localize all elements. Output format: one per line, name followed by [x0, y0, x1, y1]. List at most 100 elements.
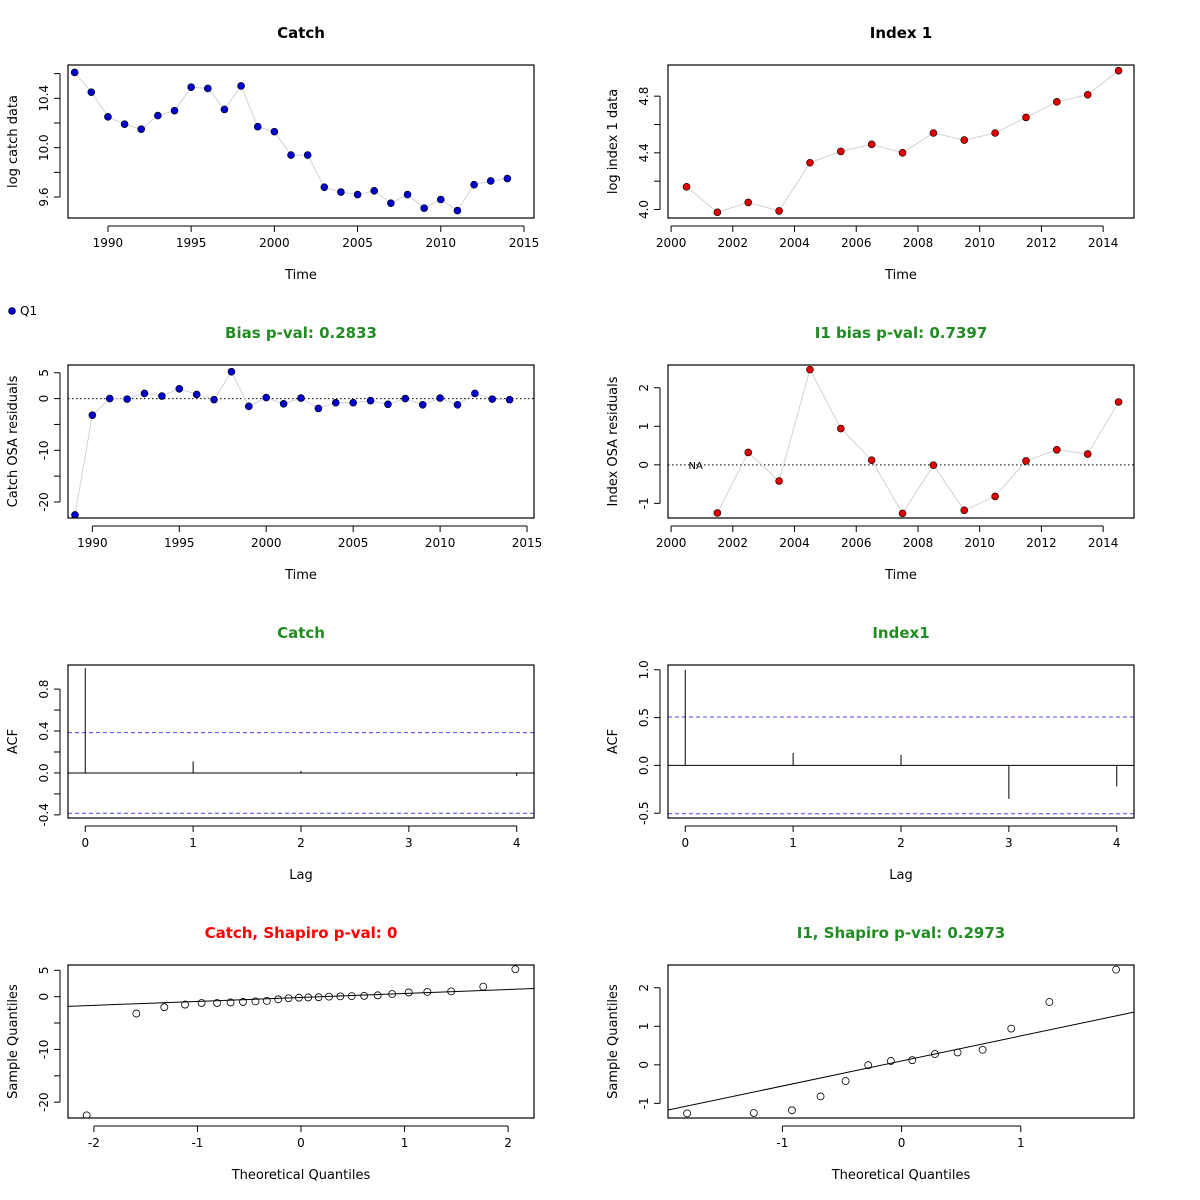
chart-catch-qq-y-tick-label: 0: [37, 993, 51, 1001]
chart-index-osa-point: [1053, 445, 1061, 454]
chart-index-acf-y-tick-label: 0.5: [637, 708, 651, 727]
chart-catch-osa-point: [505, 395, 514, 404]
chart-index-qq-qq-point: [908, 1056, 917, 1065]
chart-catch-osa-point: [366, 396, 375, 405]
chart-catch-log-x-tick-label: 2000: [259, 236, 290, 250]
chart-catch-osa-point: [471, 389, 479, 398]
chart-catch-osa-point: [227, 367, 236, 376]
chart-catch-qq-y-tick-label: -20: [37, 1092, 51, 1112]
chart-catch-log-y-label: log catch data: [6, 95, 21, 188]
chart-index-qq-x-tick-label: 1: [1017, 1136, 1025, 1150]
chart-index-osa-point: [775, 477, 783, 485]
chart-index-acf-plot-area: [668, 669, 1134, 815]
chart-catch-qq-x-tick-label: -1: [191, 1136, 203, 1150]
chart-catch-osa-point: [279, 399, 288, 408]
chart-catch-osa-connector-line: [74, 370, 510, 515]
chart-index-osa-x-tick-label: 2014: [1088, 536, 1119, 550]
chart-catch-acf-x-tick-label: 2: [297, 836, 305, 850]
chart-catch-qq-qq-point: [347, 992, 356, 1001]
chart-catch-log-y-tick-label: 10.4: [37, 85, 51, 112]
chart-index-qq-y-tick-label: -1: [637, 1097, 651, 1109]
chart-catch-osa-y-tick-label: -20: [37, 492, 51, 512]
chart-index-osa-point: [898, 509, 907, 518]
chart-index-osa-x-tick-label: 2012: [1026, 536, 1057, 550]
chart-index-osa-x-tick-label: 2010: [964, 536, 995, 550]
chart-catch-log-plot-area: [70, 68, 512, 215]
chart-catch-qq-qq-point: [479, 982, 488, 991]
chart-catch-qq-qq-point: [325, 992, 333, 1001]
chart-catch-osa-y-tick-label: 5: [37, 369, 51, 377]
chart-index-log-point: [775, 207, 783, 215]
chart-index-qq-x-tick-label: -1: [776, 1136, 788, 1150]
chart-index-qq-qq-point: [864, 1061, 873, 1070]
chart-catch-qq-qq-point: [197, 999, 206, 1007]
chart-index-osa-x-tick-label: 2006: [841, 536, 872, 550]
chart-catch-log-point: [154, 111, 162, 120]
chart-index-qq-qq-point: [953, 1048, 962, 1057]
chart-catch-log-point: [453, 206, 462, 215]
chart-index-osa-point: [1022, 457, 1030, 465]
chart-index-acf-x-tick-label: 2: [897, 836, 905, 850]
chart-catch-log-point: [287, 151, 295, 159]
chart-index-qq-x-tick-label: 0: [898, 1136, 906, 1150]
chart-catch-qq-qq-point: [360, 991, 369, 1000]
chart-catch-osa-point: [245, 402, 253, 411]
chart-index-acf-x-tick-label: 3: [1005, 836, 1013, 850]
chart-catch-osa-point: [384, 400, 392, 409]
chart-index-log-point: [991, 129, 999, 137]
chart-index-osa-annotation: NA: [689, 461, 703, 472]
chart-catch-qq-qq-point: [336, 992, 345, 1001]
chart-catch-qq-qq-point: [262, 996, 271, 1005]
chart-index-qq-y-tick-label: 0: [637, 1061, 651, 1069]
chart-catch-log-x-tick-label: 2010: [426, 236, 457, 250]
chart-catch-acf-y-tick-label: 0.8: [37, 680, 51, 699]
chart-catch-qq-y-label: Sample Quantiles: [6, 984, 21, 1099]
chart-index-log-x-tick-label: 2010: [964, 236, 995, 250]
chart-index-log-point: [713, 208, 722, 217]
chart-index-osa-point: [744, 448, 753, 457]
chart-index-log-plot-area: [682, 66, 1123, 217]
chart-catch-log-point: [187, 83, 195, 92]
chart-catch-osa-point: [297, 394, 305, 402]
chart-index-log-point: [837, 147, 845, 156]
chart-catch-qq-qq-point: [314, 993, 323, 1002]
chart-catch-log-point: [87, 88, 96, 96]
chart-index-acf-x-tick-label: 0: [681, 836, 689, 850]
chart-catch-qq-qq-point: [239, 998, 247, 1006]
chart-index-qq-qq-point: [978, 1045, 987, 1054]
chart-catch-qq-qq-point: [82, 1111, 91, 1118]
chart-catch-qq-qq-point: [511, 965, 520, 974]
chart-index-osa-x-tick-label: 2000: [656, 536, 687, 550]
chart-catch-qq-qq-point: [181, 1000, 189, 1009]
chart-index-osa-point: [867, 456, 876, 464]
chart-catch-qq-title: Catch, Shapiro p-val: 0: [205, 924, 398, 942]
chart-catch-log-point: [204, 84, 212, 93]
chart-index-qq-qq-point: [683, 1109, 691, 1118]
chart-catch-log-point: [120, 120, 129, 129]
chart-index-qq: I1, Shapiro p-val: 0.2973 -1 0 1 Theoretical…: [606, 924, 1135, 1183]
chart-index-log-y-tick-label: 4.8: [637, 87, 651, 106]
chart-catch-qq-qq-point: [226, 998, 235, 1007]
chart-index-osa-y-tick-label: 0: [637, 461, 651, 469]
chart-catch-osa-point: [140, 389, 149, 398]
chart-index-acf-y-tick-label: -0.5: [637, 802, 651, 825]
chart-index-qq-plot-area: [668, 965, 1134, 1118]
chart-catch-osa-frame: [67, 364, 535, 519]
chart-index-acf-y-tick-label: 1.0: [637, 660, 651, 679]
chart-index-osa-x-tick-label: 2008: [903, 536, 934, 550]
chart-catch-log-point: [220, 105, 229, 114]
chart-index-osa-point: [713, 509, 722, 517]
chart-catch-qq-qq-line: [68, 988, 534, 1007]
chart-catch-log-x-label: Time: [284, 268, 317, 283]
chart-catch-log-point: [353, 190, 362, 199]
chart-index-osa-plot-area: NA: [668, 365, 1134, 518]
legend-marker-q1: [8, 307, 16, 315]
chart-catch-log-x-tick-label: 1995: [176, 236, 207, 250]
chart-index-qq-qq-point: [788, 1106, 796, 1115]
chart-index-acf-frame: [667, 664, 1135, 819]
chart-catch-log-y-tick-label: 10.0: [37, 134, 51, 161]
chart-index-log-point: [1053, 98, 1061, 106]
chart-catch-log-point: [337, 188, 345, 196]
chart-index-qq-qq-point: [1007, 1024, 1016, 1033]
chart-catch-qq-x-tick-label: -2: [88, 1136, 100, 1150]
